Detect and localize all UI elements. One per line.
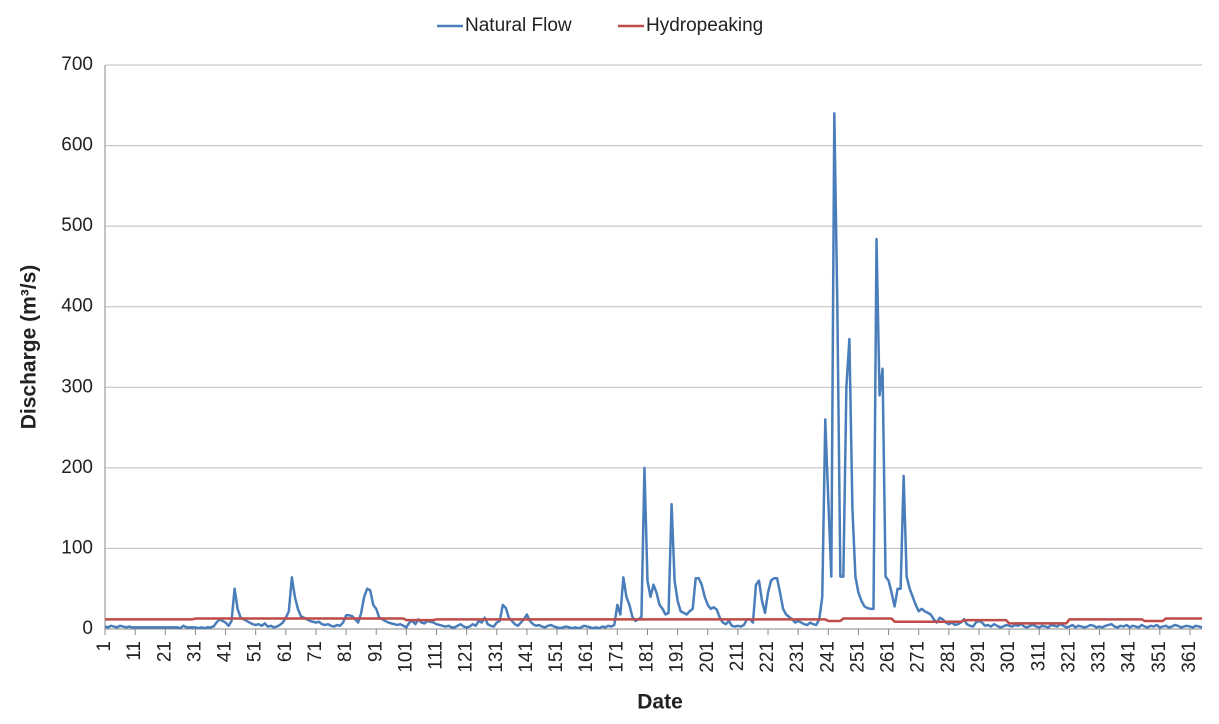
x-tick-label: 81: [335, 641, 356, 662]
x-tick-label: 1: [94, 641, 115, 652]
x-tick-label: 61: [275, 641, 296, 662]
legend-label: Hydropeaking: [646, 15, 763, 36]
series-line: [104, 112, 1203, 630]
x-tick-label: 271: [908, 641, 929, 673]
x-tick-label: 11: [124, 641, 145, 661]
x-tick-label: 281: [938, 641, 959, 673]
x-tick-label: 251: [847, 641, 868, 673]
y-tick-label: 0: [82, 618, 93, 639]
x-tick-label: 101: [395, 641, 416, 673]
x-tick-label: 261: [878, 641, 899, 673]
x-tick-label: 31: [184, 641, 205, 662]
x-tick-label: 151: [546, 641, 567, 673]
x-tick-label: 211: [727, 641, 748, 671]
x-tick-label: 181: [636, 641, 657, 673]
y-tick-label: 100: [61, 537, 93, 558]
x-tick-label: 161: [576, 641, 597, 673]
y-tick-label: 700: [61, 54, 93, 75]
x-tick-label: 221: [757, 641, 778, 673]
x-tick-label: 351: [1149, 641, 1170, 673]
x-tick-label: 131: [486, 641, 507, 673]
series-line: [105, 617, 1202, 625]
y-tick-label: 400: [61, 296, 93, 317]
x-tick-label: 201: [697, 641, 718, 673]
x-tick-label: 321: [1058, 641, 1079, 673]
legend-label: Natural Flow: [465, 15, 572, 36]
y-axis-title: Discharge (m³/s): [18, 265, 41, 430]
x-tick-label: 361: [1179, 641, 1200, 673]
x-tick-label: 41: [215, 641, 236, 662]
x-tick-label: 341: [1119, 641, 1140, 673]
x-tick-label: 141: [516, 641, 537, 673]
y-tick-label: 600: [61, 135, 93, 156]
x-tick-label: 231: [787, 641, 808, 673]
x-tick-label: 331: [1089, 641, 1110, 673]
x-tick-label: 91: [365, 641, 386, 662]
y-tick-label: 200: [61, 457, 93, 478]
x-tick-label: 301: [998, 641, 1019, 673]
x-tick-label: 291: [968, 641, 989, 673]
x-tick-label: 311: [1028, 641, 1049, 671]
x-tick-label: 171: [606, 641, 627, 673]
x-tick-label: 111: [426, 641, 447, 670]
x-tick-label: 21: [154, 641, 175, 662]
x-tick-label: 241: [817, 641, 838, 673]
y-tick-label: 500: [61, 215, 93, 236]
x-axis-title: Date: [637, 691, 683, 714]
x-tick-label: 51: [245, 641, 266, 662]
x-tick-label: 71: [305, 641, 326, 662]
x-tick-label: 191: [667, 641, 688, 673]
x-tick-label: 121: [456, 641, 477, 673]
y-tick-label: 300: [61, 376, 93, 397]
